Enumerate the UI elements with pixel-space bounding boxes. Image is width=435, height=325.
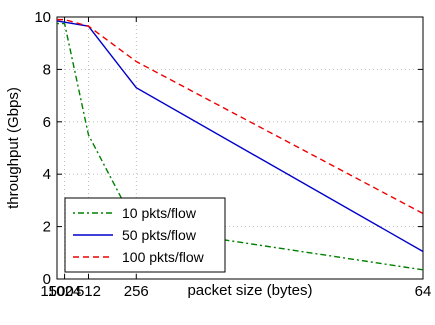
x-tick-label: 512	[76, 283, 101, 300]
y-tick-label: 10	[34, 9, 51, 26]
y-tick-label: 2	[43, 219, 51, 236]
series-lines	[56, 18, 424, 271]
x-tick-label: 1500	[40, 283, 73, 300]
series-line-10-pkts-flow	[57, 22, 424, 271]
y-tick-label: 6	[43, 114, 51, 131]
y-tick-label: 8	[43, 61, 51, 78]
series-line-100-pkts-flow	[57, 18, 424, 215]
x-tick-label: 256	[124, 283, 149, 300]
legend-label: 10 pkts/flow	[122, 205, 197, 221]
legend: 10 pkts/flow 50 pkts/flow 100 pkts/flow	[64, 197, 226, 273]
y-tick-label: 4	[43, 166, 51, 183]
legend-label: 50 pkts/flow	[122, 227, 197, 243]
y-tick-label: 0	[43, 271, 51, 288]
plot-frame	[56, 16, 424, 280]
legend-label: 100 pkts/flow	[122, 249, 205, 265]
x-tick-label: 1024	[48, 283, 81, 300]
x-tick-label: 64	[415, 283, 432, 300]
x-axis-label: packet size (bytes)	[187, 282, 312, 299]
y-axis-label: throughput (Gbps)	[5, 87, 22, 209]
